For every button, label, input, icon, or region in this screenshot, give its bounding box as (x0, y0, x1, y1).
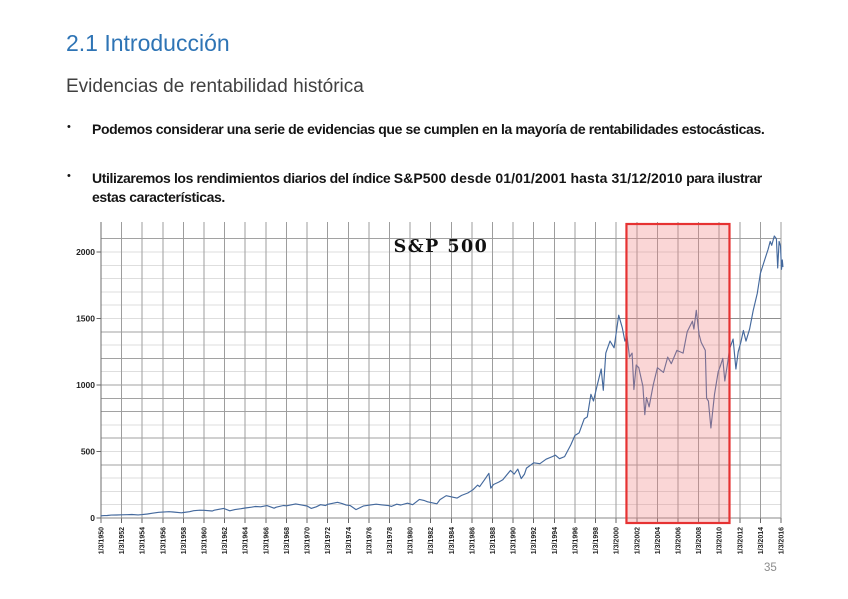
svg-text:1000: 1000 (76, 380, 95, 390)
svg-text:1500: 1500 (76, 313, 95, 323)
svg-text:1/3/1982: 1/3/1982 (428, 527, 435, 554)
bullet-2-part-2: S&P500 desde 01/01/2001 hasta 31/12/2010 (393, 170, 683, 186)
svg-text:1/3/1964: 1/3/1964 (243, 527, 250, 554)
chart-title: S&P 500 (394, 237, 489, 257)
svg-text:1/3/2010: 1/3/2010 (717, 527, 724, 554)
svg-text:1/3/2016: 1/3/2016 (779, 527, 786, 554)
svg-text:1/3/1994: 1/3/1994 (552, 527, 559, 554)
svg-text:1/3/1972: 1/3/1972 (325, 527, 332, 554)
svg-text:1/3/1974: 1/3/1974 (346, 527, 353, 554)
svg-text:2000: 2000 (76, 247, 95, 257)
svg-text:1/3/1980: 1/3/1980 (408, 527, 415, 554)
svg-text:1/3/1992: 1/3/1992 (531, 527, 538, 554)
svg-text:1/3/1976: 1/3/1976 (366, 527, 373, 554)
svg-text:1/3/2006: 1/3/2006 (675, 527, 682, 554)
bullet-text-1: Podemos considerar una serie de evidenci… (92, 120, 787, 139)
svg-text:1/3/2012: 1/3/2012 (737, 527, 744, 554)
bullet-marker: • (67, 170, 71, 182)
svg-text:0: 0 (90, 513, 95, 523)
svg-text:1/3/1984: 1/3/1984 (449, 527, 456, 554)
page-number: 35 (764, 562, 777, 574)
svg-text:1/3/1990: 1/3/1990 (511, 527, 518, 554)
svg-text:1/3/1960: 1/3/1960 (202, 527, 209, 554)
slide-title: 2.1 Introducción (66, 30, 230, 56)
bullet-item-2: • Utilizaremos los rendimientos diarios … (67, 169, 787, 208)
svg-text:1/3/2000: 1/3/2000 (614, 527, 621, 554)
y-axis-tick-labels: 0 500 1000 1500 2000 (76, 247, 95, 523)
svg-text:1/3/1996: 1/3/1996 (572, 527, 579, 554)
bullet-1-part-1: Podemos considerar una serie de evidenci… (92, 121, 765, 137)
svg-text:1/3/1958: 1/3/1958 (181, 527, 188, 554)
svg-text:1/3/1968: 1/3/1968 (284, 527, 291, 554)
bullet-2-part-1: Utilizaremos los rendimientos diarios de… (92, 170, 394, 186)
svg-text:1/3/1966: 1/3/1966 (263, 527, 270, 554)
sp500-line (100, 235, 784, 517)
svg-text:1/3/1978: 1/3/1978 (387, 527, 394, 554)
bullet-text-2: Utilizaremos los rendimientos diarios de… (92, 169, 787, 208)
svg-text:1/3/1950: 1/3/1950 (99, 527, 106, 554)
chart-gridlines (100, 222, 782, 523)
svg-text:1/3/1998: 1/3/1998 (593, 527, 600, 554)
svg-text:1/3/1952: 1/3/1952 (119, 527, 126, 554)
svg-text:1/3/1970: 1/3/1970 (305, 527, 312, 554)
svg-text:1/3/2008: 1/3/2008 (696, 527, 703, 554)
svg-text:1/3/1988: 1/3/1988 (490, 527, 497, 554)
svg-text:1/3/2014: 1/3/2014 (758, 527, 765, 554)
bullet-item-1: • Podemos considerar una serie de eviden… (67, 120, 787, 139)
slide-subtitle: Evidencias de rentabilidad histórica (66, 76, 364, 97)
bullet-2-part-3: para ilustrar estas características. (92, 170, 762, 206)
x-axis-tick-labels: 1/3/1950 1/3/1952 1/3/1954 1/3/1956 1/3/1958… (99, 527, 786, 554)
bullet-marker: • (67, 121, 71, 133)
svg-text:1/3/1962: 1/3/1962 (222, 527, 229, 554)
highlight-region-fill (626, 224, 730, 523)
highlight-region-border (625, 222, 731, 525)
svg-text:1/3/2002: 1/3/2002 (634, 527, 641, 554)
svg-text:1/3/1954: 1/3/1954 (140, 527, 147, 554)
svg-text:1/3/1986: 1/3/1986 (469, 527, 476, 554)
svg-text:1/3/1956: 1/3/1956 (160, 527, 167, 554)
svg-text:500: 500 (81, 446, 95, 456)
chart-axes (96, 222, 781, 523)
svg-text:1/3/2004: 1/3/2004 (655, 527, 662, 554)
